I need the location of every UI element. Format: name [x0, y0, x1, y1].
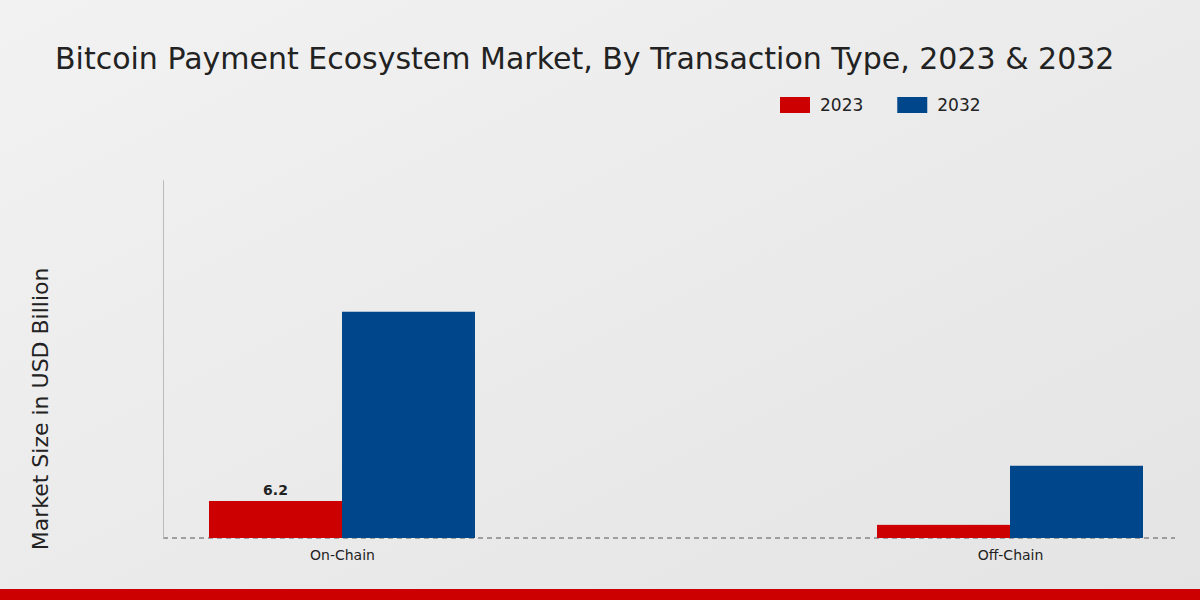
- x-tick: On-Chain: [310, 538, 375, 563]
- background: [0, 0, 1200, 600]
- bars: [209, 312, 1143, 538]
- legend-label: 2023: [820, 95, 863, 115]
- data-labels: 6.2: [263, 482, 288, 498]
- legend-swatch: [897, 97, 927, 113]
- x-tick-label: On-Chain: [310, 547, 375, 563]
- y-axis-line: [163, 180, 164, 538]
- title: Bitcoin Payment Ecosystem Market, By Tra…: [55, 41, 1114, 76]
- footer-stripe: [0, 589, 1200, 600]
- legend: 2023 2032: [780, 95, 981, 115]
- x-axis-line: [343, 538, 1011, 539]
- legend-swatch: [780, 97, 810, 113]
- bar: [1010, 466, 1143, 538]
- chart: Bitcoin Payment Ecosystem Market, By Tra…: [0, 0, 1200, 600]
- x-tick: Off-Chain: [978, 538, 1044, 563]
- x-axis: On-Chain Off-Chain: [310, 538, 1043, 563]
- bar: [209, 501, 342, 538]
- bar: [877, 525, 1010, 538]
- y-axis-title: Market Size in USD Billion: [28, 268, 53, 551]
- y-axis: [163, 180, 164, 538]
- x-tick-label: Off-Chain: [978, 547, 1044, 563]
- data-label: 6.2: [263, 482, 288, 498]
- legend-label: 2032: [937, 95, 980, 115]
- bar: [342, 312, 475, 538]
